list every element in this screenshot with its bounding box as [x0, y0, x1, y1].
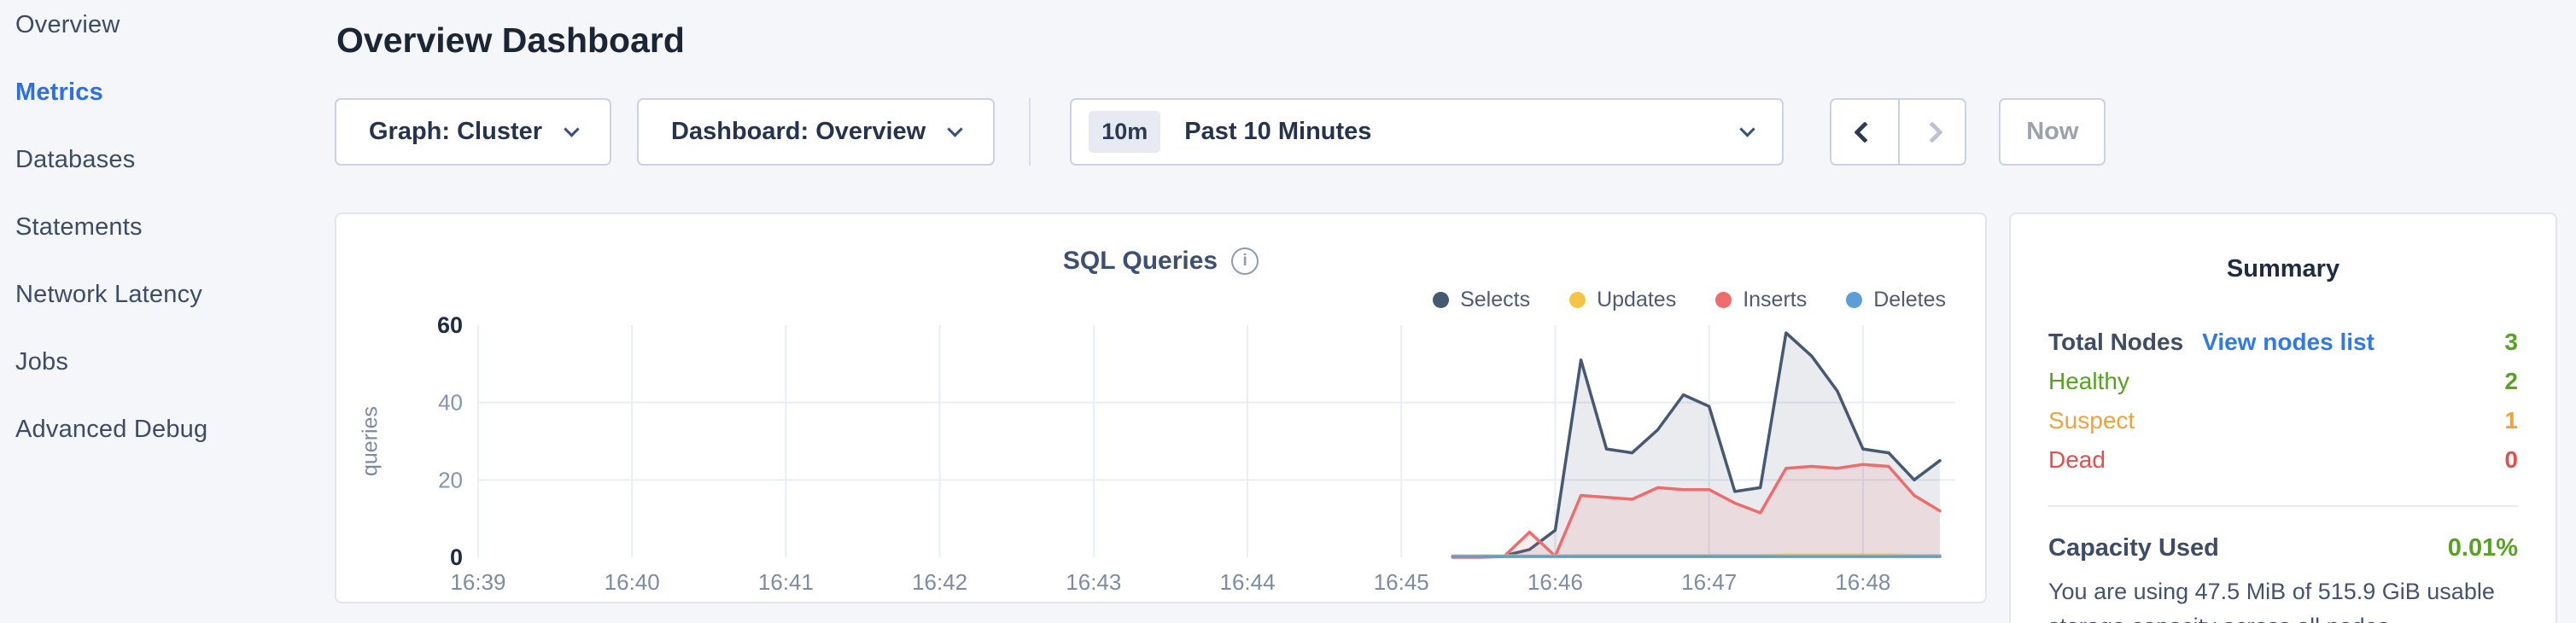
summary-divider: [2048, 505, 2518, 507]
svg-text:16:40: 16:40: [605, 569, 660, 595]
time-range-label: Past 10 Minutes: [1184, 118, 1372, 145]
svg-text:16:42: 16:42: [912, 569, 967, 595]
time-prev-button[interactable]: [1831, 100, 1898, 164]
legend-item-selects[interactable]: Selects: [1433, 288, 1530, 312]
suspect-row: Suspect 1: [2048, 401, 2518, 440]
time-step-buttons: [1830, 98, 1967, 166]
page-title: Overview Dashboard: [336, 20, 685, 60]
svg-text:60: 60: [437, 317, 463, 338]
summary-panel: Summary Total Nodes View nodes list 3 He…: [2009, 213, 2557, 623]
view-nodes-list-link[interactable]: View nodes list: [2202, 329, 2374, 355]
capacity-value: 0.01%: [2447, 534, 2518, 562]
legend-item-updates[interactable]: Updates: [1569, 288, 1676, 312]
chart-title: SQL Queries: [1062, 247, 1218, 275]
updates-dot-icon: [1569, 292, 1586, 308]
chart-legend: Selects Updates Inserts Deletes: [1433, 288, 1946, 312]
dashboard-dropdown[interactable]: Dashboard: Overview: [637, 98, 996, 166]
now-button[interactable]: Now: [1999, 98, 2106, 166]
legend-label: Selects: [1460, 288, 1531, 312]
svg-text:16:48: 16:48: [1835, 569, 1890, 595]
content-row: SQL Queries i Selects Updates Inserts: [335, 213, 2557, 623]
legend-label: Deletes: [1873, 288, 1946, 312]
svg-text:16:44: 16:44: [1220, 569, 1276, 595]
dashboard-controls: Graph: Cluster Dashboard: Overview 10m P…: [335, 98, 2576, 166]
healthy-label: Healthy: [2048, 368, 2129, 394]
chevron-down-icon: [564, 120, 580, 137]
sidebar-item-databases[interactable]: Databases: [15, 146, 136, 173]
legend-label: Updates: [1597, 288, 1677, 312]
dead-value: 0: [2504, 446, 2518, 473]
chevron-down-icon: [947, 120, 963, 137]
total-nodes-value: 3: [2504, 329, 2518, 355]
deletes-dot-icon: [1846, 292, 1863, 308]
sidebar-item-jobs[interactable]: Jobs: [15, 348, 69, 376]
dead-row: Dead 0: [2048, 440, 2518, 480]
legend-item-inserts[interactable]: Inserts: [1715, 288, 1807, 312]
time-range-picker[interactable]: 10m Past 10 Minutes: [1070, 98, 1785, 166]
info-icon[interactable]: i: [1231, 247, 1259, 275]
chart-title-row: SQL Queries i: [336, 247, 1985, 276]
sidebar: Overview Metrics Databases Statements Ne…: [0, 0, 335, 463]
svg-text:16:47: 16:47: [1681, 569, 1737, 595]
svg-text:16:41: 16:41: [758, 569, 814, 595]
capacity-label: Capacity Used: [2048, 534, 2219, 562]
graph-dropdown[interactable]: Graph: Cluster: [335, 98, 612, 166]
capacity-row: Capacity Used 0.01%: [2048, 534, 2518, 562]
summary-rows: Total Nodes View nodes list 3 Healthy 2 …: [2048, 323, 2518, 480]
legend-item-deletes[interactable]: Deletes: [1846, 288, 1946, 312]
sidebar-item-metrics[interactable]: Metrics: [15, 79, 103, 106]
svg-text:16:46: 16:46: [1527, 569, 1583, 595]
summary-title: Summary: [2226, 255, 2340, 282]
svg-text:16:39: 16:39: [450, 569, 505, 595]
svg-text:16:45: 16:45: [1374, 569, 1429, 595]
total-nodes-row: Total Nodes View nodes list 3: [2048, 323, 2518, 362]
sql-queries-chart-panel: SQL Queries i Selects Updates Inserts: [335, 213, 1987, 603]
legend-label: Inserts: [1743, 288, 1808, 312]
inserts-dot-icon: [1715, 292, 1732, 308]
sidebar-item-statements[interactable]: Statements: [15, 213, 143, 241]
sidebar-item-advanced-debug[interactable]: Advanced Debug: [15, 416, 208, 443]
time-next-button[interactable]: [1898, 100, 1965, 164]
chevron-down-icon: [1739, 120, 1755, 137]
controls-divider: [1029, 98, 1031, 166]
svg-text:16:43: 16:43: [1066, 569, 1121, 595]
capacity-description: You are using 47.5 MiB of 515.9 GiB usab…: [2048, 579, 2495, 623]
svg-text:0: 0: [450, 544, 463, 570]
healthy-value: 2: [2504, 368, 2518, 394]
suspect-value: 1: [2504, 407, 2518, 434]
time-range-badge: 10m: [1089, 111, 1161, 153]
svg-text:40: 40: [438, 390, 463, 416]
graph-dropdown-label: Graph: Cluster: [369, 118, 543, 145]
dead-label: Dead: [2048, 446, 2106, 473]
y-axis-label: queries: [358, 406, 383, 476]
total-nodes-label: Total Nodes: [2048, 329, 2184, 355]
selects-dot-icon: [1433, 292, 1450, 308]
suspect-label: Suspect: [2048, 407, 2135, 434]
chevron-left-icon: [1854, 120, 1876, 143]
main-content: Overview Dashboard Graph: Cluster Dashbo…: [335, 0, 2576, 623]
sidebar-item-network-latency[interactable]: Network Latency: [15, 281, 202, 308]
chevron-right-icon: [1921, 120, 1943, 143]
healthy-row: Healthy 2: [2048, 362, 2518, 401]
svg-text:20: 20: [438, 467, 463, 492]
sql-queries-chart[interactable]: 16:39 16:40 16:41 16:42 16:43 16:44 16:45 16:46…: [384, 317, 1964, 603]
sidebar-item-overview[interactable]: Overview: [15, 11, 120, 38]
dashboard-dropdown-label: Dashboard: Overview: [671, 118, 926, 145]
